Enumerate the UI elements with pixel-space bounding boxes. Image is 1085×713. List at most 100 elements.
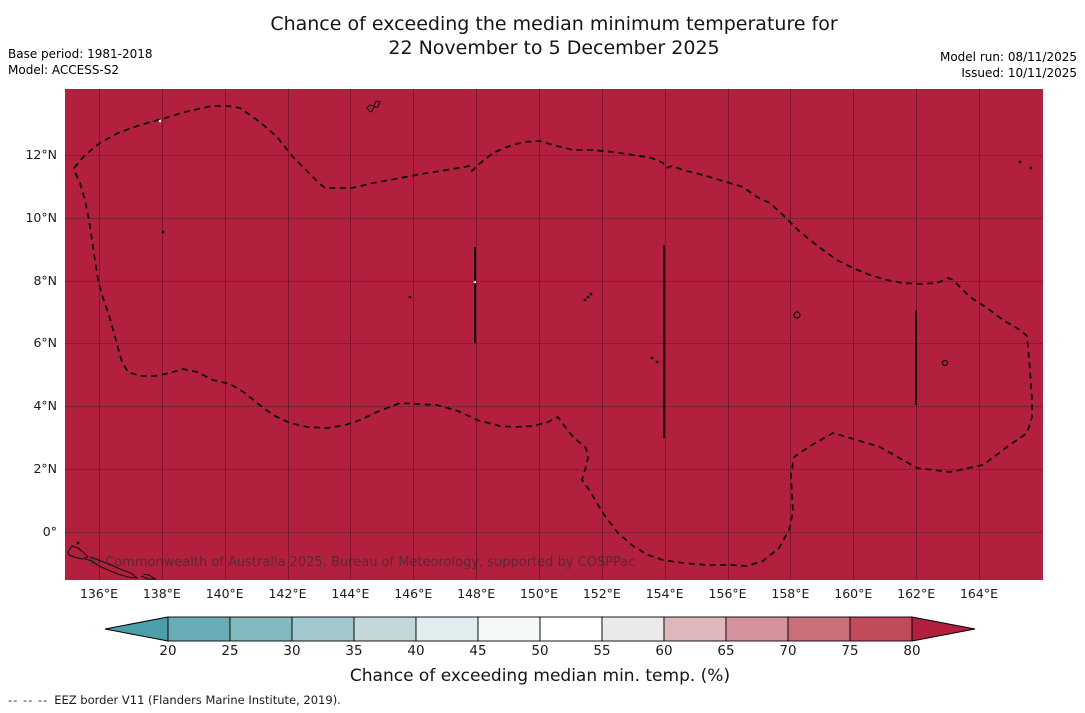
- gridline-vertical: [538, 89, 540, 580]
- colorbar-tick-label: 65: [717, 643, 735, 659]
- gridline-horizontal: [65, 155, 1043, 156]
- colorbar-segment: [663, 616, 727, 642]
- meta-right: Model run: 08/11/2025 Issued: 10/11/2025: [940, 50, 1077, 81]
- island-dot-white: [158, 119, 162, 123]
- x-tick-label: 156°E: [708, 586, 747, 601]
- colorbar-tick-label: 20: [159, 643, 177, 659]
- x-tick-label: 154°E: [645, 586, 684, 601]
- colorbar-segment: [229, 616, 293, 642]
- colorbar-segment: [849, 616, 913, 642]
- eez-dash-symbol: -- -- --: [8, 693, 49, 707]
- island-outline: [366, 100, 381, 113]
- island-dot: [589, 292, 593, 296]
- island-dot: [655, 360, 659, 364]
- gridline-vertical: [161, 89, 163, 580]
- colorbar: [104, 616, 976, 642]
- gridline-horizontal: [65, 280, 1043, 282]
- gridline-vertical: [287, 89, 289, 580]
- y-tick-label: 4°N: [33, 398, 57, 414]
- colorbar-segment: [353, 616, 417, 642]
- map-layers: [67, 100, 1033, 580]
- y-tick-label: 0°: [42, 523, 57, 539]
- chart-title-line1: Chance of exceeding the median minimum t…: [270, 13, 838, 35]
- colorbar-tick-label: 35: [345, 643, 363, 659]
- x-tick-label: 148°E: [457, 586, 496, 601]
- island-ring: [941, 359, 949, 367]
- x-tick-label: 138°E: [142, 586, 181, 601]
- y-tick-label: 10°N: [25, 209, 57, 225]
- colorbar-segment: [725, 616, 789, 642]
- colorbar-tick-label: 75: [841, 643, 859, 659]
- colorbar-tick-label: 80: [903, 643, 921, 659]
- colorbar-segment: [415, 616, 479, 642]
- x-tick-label: 140°E: [205, 586, 244, 601]
- model-run-text: Model run: 08/11/2025: [939, 50, 1077, 64]
- island-dot: [161, 230, 165, 234]
- chart-title: Chance of exceeding the median minimum t…: [65, 12, 1043, 60]
- gridline-horizontal: [65, 343, 1043, 345]
- island-dot: [408, 295, 412, 299]
- copyright-watermark: © Commonwealth of Australia 2025, Bureau…: [88, 555, 636, 570]
- x-tick-label: 142°E: [268, 586, 307, 601]
- gridline-vertical: [99, 89, 100, 580]
- x-tick-label: 136°E: [79, 586, 118, 601]
- gridline-vertical: [727, 89, 729, 580]
- gridline-vertical: [664, 89, 666, 580]
- colorbar-tick-label: 70: [779, 643, 797, 659]
- colorbar-tick-label: 50: [531, 643, 549, 659]
- island-dot: [583, 298, 587, 302]
- island-outline: [67, 545, 89, 560]
- eez-footer: -- -- -- EEZ border V11 (Flanders Marine …: [8, 693, 341, 707]
- island-dot: [1018, 160, 1022, 164]
- colorbar-over-arrow: [911, 616, 976, 642]
- gridline-horizontal: [65, 469, 1043, 471]
- colorbar-tick-label: 30: [283, 643, 301, 659]
- colorbar-segment: [601, 616, 665, 642]
- colorbar-segment: [477, 616, 541, 642]
- x-tick-label: 150°E: [519, 586, 558, 601]
- gridline-vertical: [790, 89, 792, 580]
- x-tick-label: 152°E: [582, 586, 621, 601]
- gridline-vertical: [350, 89, 352, 580]
- x-tick-label: 146°E: [394, 586, 433, 601]
- colorbar-segment: [167, 616, 231, 642]
- x-tick-label: 144°E: [331, 586, 370, 601]
- island-dot-white: [473, 280, 477, 284]
- model-text: Model: ACCESS-S2: [8, 62, 120, 77]
- gridline-vertical: [224, 89, 226, 580]
- map-area: © Commonwealth of Australia 2025, Bureau…: [65, 89, 1043, 580]
- chart-title-line2: 22 November to 5 December 2025: [388, 37, 720, 59]
- x-tick-label: 158°E: [771, 586, 810, 601]
- eez-border-line: [73, 105, 1033, 567]
- gridline-vertical: [413, 89, 415, 580]
- y-tick-label: 12°N: [25, 147, 57, 162]
- colorbar-segment: [787, 616, 851, 642]
- gridline-vertical: [853, 89, 855, 580]
- island-outline: [84, 556, 139, 579]
- island-dot: [586, 295, 590, 299]
- gridline-vertical: [476, 89, 478, 580]
- island-dot: [76, 541, 80, 545]
- gridline-vertical: [916, 89, 918, 580]
- y-tick-label: 2°N: [33, 461, 57, 477]
- colorbar-tick-label: 55: [593, 643, 611, 659]
- colorbar-tick-label: 45: [469, 643, 487, 659]
- island-outline: [140, 573, 157, 580]
- gridline-vertical: [978, 89, 980, 580]
- colorbar-tick-label: 40: [407, 643, 425, 659]
- base-period-text: Base period: 1981-2018: [8, 47, 153, 61]
- gridline-horizontal: [65, 406, 1043, 408]
- gridline-horizontal: [65, 531, 1043, 533]
- colorbar-tick-label: 60: [655, 643, 673, 659]
- gridline-horizontal: [65, 217, 1043, 219]
- island-dot: [650, 356, 654, 360]
- eez-footer-text: EEZ border V11 (Flanders Marine Institut…: [54, 693, 341, 707]
- y-tick-label: 6°N: [33, 335, 57, 351]
- x-tick-label: 160°E: [834, 586, 873, 601]
- colorbar-label: Chance of exceeding median min. temp. (%…: [349, 666, 731, 686]
- colorbar-under-arrow: [104, 616, 169, 642]
- x-tick-label: 162°E: [897, 586, 936, 601]
- gridline-vertical: [601, 89, 603, 580]
- colorbar-tick-label: 25: [221, 643, 239, 659]
